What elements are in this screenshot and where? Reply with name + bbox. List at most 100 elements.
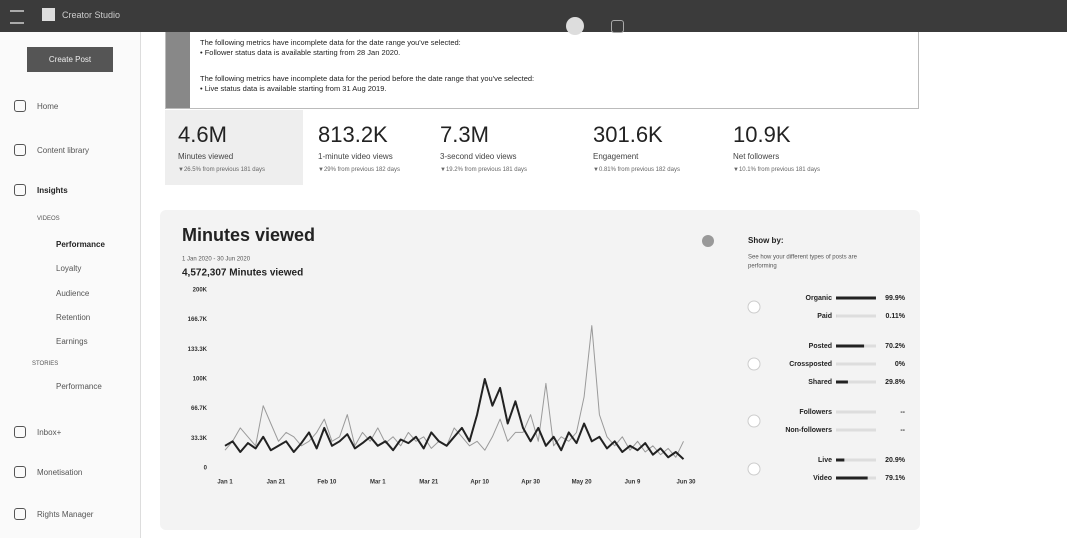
nav-item: VIDEOS: [37, 216, 60, 222]
show-by-track: [836, 380, 876, 384]
app-icon: [42, 8, 55, 21]
x-tick-label: Mar 1: [370, 480, 386, 486]
chart-subtitle: 1 Jan 2020 - 30 Jun 2020: [182, 257, 251, 263]
nav-item: Performance: [56, 240, 105, 249]
show-by-bar: [836, 458, 845, 462]
notice: The following metrics have incomplete da…: [165, 32, 919, 109]
show-by-value: 70.2%: [885, 343, 906, 350]
nav-item: Audience: [56, 289, 90, 298]
show-by-value: 0%: [895, 361, 906, 368]
warning-strip: [166, 32, 190, 108]
x-tick-label: Apr 30: [521, 480, 540, 486]
show-by-track: [836, 314, 876, 318]
x-tick-label: Apr 10: [470, 480, 489, 486]
nav-icon: [14, 426, 26, 438]
nav-item: Loyalty: [56, 264, 82, 273]
show-by-track: [836, 362, 876, 366]
metric-card: 10.9K Net followers ▼10.1% from previous 1…: [720, 110, 858, 185]
y-tick-label: 166.7K: [188, 317, 208, 323]
series-line: [224, 378, 685, 460]
notice-line: The following metrics have incomplete da…: [200, 74, 535, 83]
metric-change: ▼29% from previous 182 days: [318, 167, 400, 173]
show-by-value: --: [900, 409, 905, 416]
x-tick-label: Jun 30: [676, 480, 696, 486]
show-by-radio[interactable]: [747, 300, 761, 314]
app-name: Creator Studio: [62, 10, 121, 20]
nav-icon: [14, 184, 26, 196]
show-by-label: Video: [813, 475, 832, 482]
show-by-radio[interactable]: [747, 462, 761, 476]
metric-change: ▼0.81% from previous 182 days: [593, 167, 680, 173]
show-by-label: Shared: [808, 379, 832, 386]
nav-item: Rights Manager: [37, 510, 94, 519]
y-tick-label: 33.3K: [191, 436, 208, 442]
sidebar: Create Post Home Content library Insights V…: [0, 32, 141, 538]
show-by-track: [836, 458, 876, 462]
show-by-subtitle: performing: [748, 264, 777, 270]
metric-label: Net followers: [733, 152, 780, 161]
show-by-label: Live: [818, 457, 832, 464]
nav-item: STORIES: [32, 361, 59, 367]
show-by-label: Non-followers: [785, 427, 832, 434]
nav-icon: [14, 144, 26, 156]
series-line: [224, 325, 684, 458]
metric-card: 301.6K Engagement ▼0.81% from previous 182…: [580, 110, 718, 185]
notice-line: The following metrics have incomplete da…: [200, 38, 461, 47]
show-by-value: 0.11%: [886, 313, 906, 320]
metric-card: 4.6M Minutes viewed ▼26.5% from previous 1…: [165, 110, 303, 185]
metric-highlight: [165, 110, 303, 185]
nav-icon: [14, 508, 26, 520]
facebook-tab[interactable]: [566, 17, 584, 35]
card-background: [160, 210, 920, 530]
metric-value: 10.9K: [733, 122, 791, 147]
show-by-bar: [836, 296, 876, 300]
show-by-label: Crossposted: [789, 361, 832, 368]
notice-line: • Live status data is available starting…: [200, 84, 387, 93]
chart-title: Minutes viewed: [182, 225, 315, 245]
nav-icon: [14, 466, 26, 478]
menu-icon[interactable]: [10, 10, 24, 24]
chart-card: Minutes viewed 1 Jan 2020 - 30 Jun 2020 …: [160, 210, 920, 530]
instagram-tab[interactable]: [611, 20, 624, 33]
nav-item: Retention: [56, 313, 91, 322]
x-tick-label: Jan 1: [217, 480, 233, 486]
show-by-subtitle: See how your different types of posts ar…: [748, 255, 858, 261]
show-by-bar: [836, 344, 865, 348]
nav-item: Earnings: [56, 337, 88, 346]
x-tick-label: Feb 10: [317, 480, 337, 486]
metric-label: Minutes viewed: [178, 152, 234, 161]
metric-card: 7.3M 3-second video views ▼19.2% from prev…: [427, 110, 565, 185]
y-tick-label: 66.7K: [191, 406, 208, 412]
show-by-label: Followers: [799, 409, 832, 416]
show-by-value: --: [900, 427, 905, 434]
show-by-radio[interactable]: [747, 414, 761, 428]
x-tick-label: May 20: [572, 480, 593, 486]
chart-total: 4,572,307 Minutes viewed: [182, 268, 303, 279]
show-by-value: 29.8%: [885, 379, 906, 386]
show-by-value: 99.9%: [885, 295, 906, 302]
info-icon[interactable]: [702, 235, 714, 247]
show-by-value: 79.1%: [885, 475, 906, 482]
y-tick-label: 0: [204, 466, 208, 472]
nav-item: Home: [37, 102, 59, 111]
y-tick-label: 200K: [193, 288, 208, 294]
show-by-track: [836, 410, 876, 414]
show-by-radio[interactable]: [747, 357, 761, 371]
nav-item: Performance: [56, 382, 102, 391]
x-tick-label: Jun 9: [625, 480, 641, 486]
x-tick-label: Jan 21: [267, 480, 286, 486]
show-by-label: Paid: [817, 313, 832, 320]
nav-item: Inbox+: [37, 428, 62, 437]
create-post-button[interactable]: Create Post: [27, 47, 113, 72]
show-by-label: Posted: [809, 343, 832, 350]
show-by-bar: [836, 380, 848, 384]
nav-item: Monetisation: [37, 468, 83, 477]
top-bar: Creator Studio: [0, 0, 1067, 35]
y-tick-label: 100K: [193, 377, 208, 383]
show-by-value: 20.9%: [885, 457, 906, 464]
metric-label: Engagement: [593, 152, 639, 161]
metric-change: ▼26.5% from previous 181 days: [178, 167, 265, 173]
metric-value: 7.3M: [440, 122, 489, 147]
x-tick-label: Mar 21: [419, 480, 439, 486]
